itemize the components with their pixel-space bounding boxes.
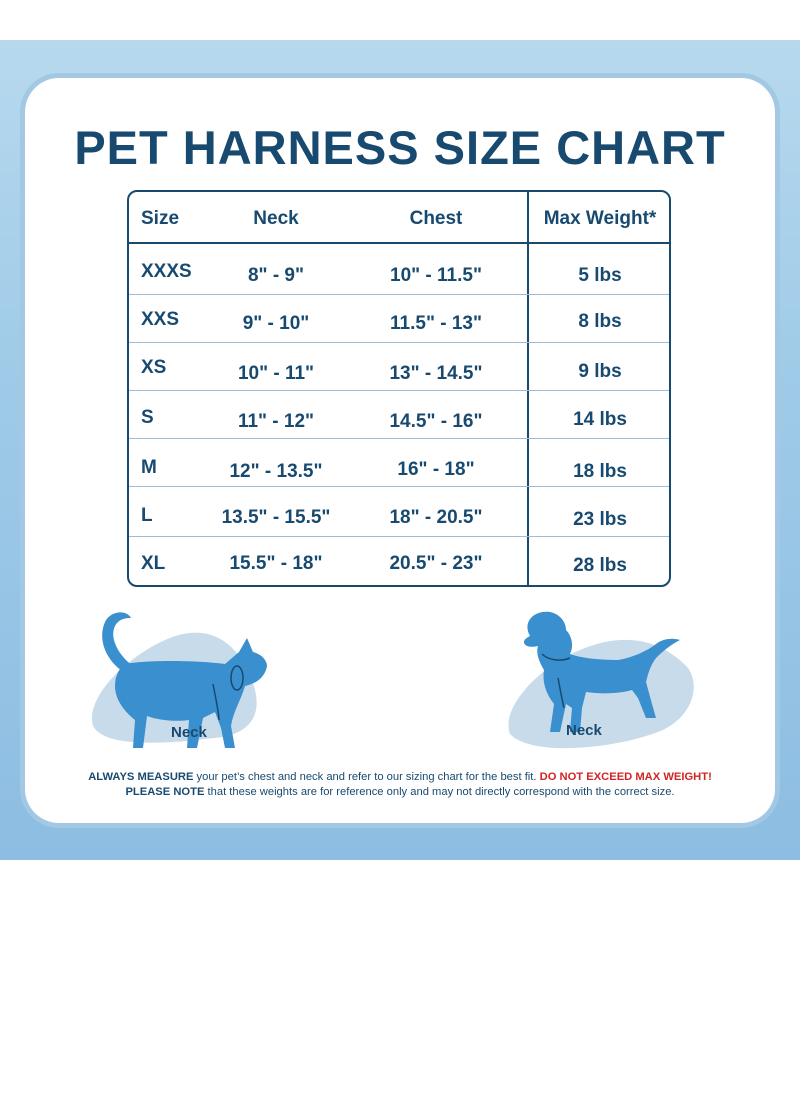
cat-illustration xyxy=(91,612,267,748)
dog-neck-label: Neck xyxy=(566,722,602,739)
size-cell: XXXS xyxy=(141,261,192,282)
weight-cell: 9 lbs xyxy=(578,361,622,382)
weight-cell: 28 lbs xyxy=(573,555,627,576)
row-divider xyxy=(129,342,669,343)
weight-cell: 23 lbs xyxy=(573,509,627,530)
header-max-weight: Max Weight* xyxy=(543,208,657,229)
weight-cell: 8 lbs xyxy=(578,311,622,332)
note-line1-text: your pet’s chest and neck and refer to o… xyxy=(193,771,540,783)
table-row: L 13.5" - 15.5" 18" - 20.5" 23 lbs xyxy=(129,489,669,537)
measuring-note: ALWAYS MEASURE your pet’s chest and neck… xyxy=(25,770,775,800)
chest-cell: 13" - 14.5" xyxy=(389,363,483,384)
weight-cell: 14 lbs xyxy=(573,409,627,430)
size-cell: XXS xyxy=(141,309,180,330)
cat-chest-strap xyxy=(212,683,220,721)
dog-chest-strap xyxy=(557,677,565,709)
neck-cell: 9" - 10" xyxy=(242,313,310,334)
neck-cell: 15.5" - 18" xyxy=(229,553,323,574)
cat-neck-strap xyxy=(230,665,244,691)
neck-cell: 12" - 13.5" xyxy=(229,461,323,482)
size-cell: XS xyxy=(141,357,167,378)
table-row: XXS 9" - 10" 11.5" - 13" 8 lbs xyxy=(129,295,669,343)
dog-neck-strap xyxy=(541,653,571,661)
note-line-1: ALWAYS MEASURE your pet’s chest and neck… xyxy=(25,770,775,785)
note-line-2: PLEASE NOTE that these weights are for r… xyxy=(25,785,775,800)
table-row: XXXS 8" - 9" 10" - 11.5" 5 lbs xyxy=(129,247,669,295)
neck-cell: 8" - 9" xyxy=(247,265,305,286)
row-divider xyxy=(129,536,669,537)
size-cell: M xyxy=(141,457,157,478)
row-divider xyxy=(129,294,669,295)
table-header-row: Size Neck Chest Max Weight* xyxy=(129,192,669,244)
weight-cell: 18 lbs xyxy=(573,461,627,482)
dog-illustration xyxy=(508,611,694,749)
neck-cell: 11" - 12" xyxy=(237,411,315,432)
size-table: Size Neck Chest Max Weight* XXXS 8" - 9"… xyxy=(127,190,671,587)
cat-neck-label: Neck xyxy=(171,724,207,741)
table-row: XS 10" - 11" 13" - 14.5" 9 lbs xyxy=(129,343,669,391)
chest-cell: 20.5" - 23" xyxy=(389,553,483,574)
cat-icon xyxy=(102,612,267,748)
chest-cell: 18" - 20.5" xyxy=(389,507,483,528)
note-please-note: PLEASE NOTE xyxy=(125,786,205,798)
table-row: XL 15.5" - 18" 20.5" - 23" 28 lbs xyxy=(129,537,669,585)
chest-cell: 16" - 18" xyxy=(397,459,475,480)
header-size: Size xyxy=(141,208,180,229)
note-line2-text: that these weights are for reference onl… xyxy=(204,786,675,798)
note-max-weight-warning: DO NOT EXCEED MAX WEIGHT! xyxy=(539,771,712,783)
header-chest: Chest xyxy=(409,208,463,229)
size-cell: XL xyxy=(141,553,166,574)
header-neck: Neck xyxy=(253,208,299,229)
cat-chest-label: Chest xyxy=(174,758,216,775)
size-cell: S xyxy=(141,407,154,428)
table-row: S 11" - 12" 14.5" - 16" 14 lbs xyxy=(129,391,669,439)
note-always-measure: ALWAYS MEASURE xyxy=(88,771,194,783)
row-divider xyxy=(129,438,669,439)
neck-cell: 10" - 11" xyxy=(237,363,315,384)
table-row: M 12" - 13.5" 16" - 18" 18 lbs xyxy=(129,439,669,487)
row-divider xyxy=(129,486,669,487)
weight-cell: 5 lbs xyxy=(578,265,622,286)
chart-title: PET HARNESS SIZE CHART xyxy=(74,121,726,174)
chest-cell: 11.5" - 13" xyxy=(390,313,482,334)
row-divider xyxy=(129,390,669,391)
size-chart-card: PET HARNESS SIZE CHART Size Neck Chest M… xyxy=(25,78,775,823)
pet-illustrations: Neck Chest Neck Chest xyxy=(25,598,775,777)
neck-cell: 13.5" - 15.5" xyxy=(221,507,331,528)
chest-cell: 14.5" - 16" xyxy=(389,411,483,432)
chest-cell: 10" - 11.5" xyxy=(390,265,482,286)
table-divider xyxy=(527,192,529,585)
dog-chest-label: Chest xyxy=(555,760,597,777)
size-cell: L xyxy=(141,505,153,526)
